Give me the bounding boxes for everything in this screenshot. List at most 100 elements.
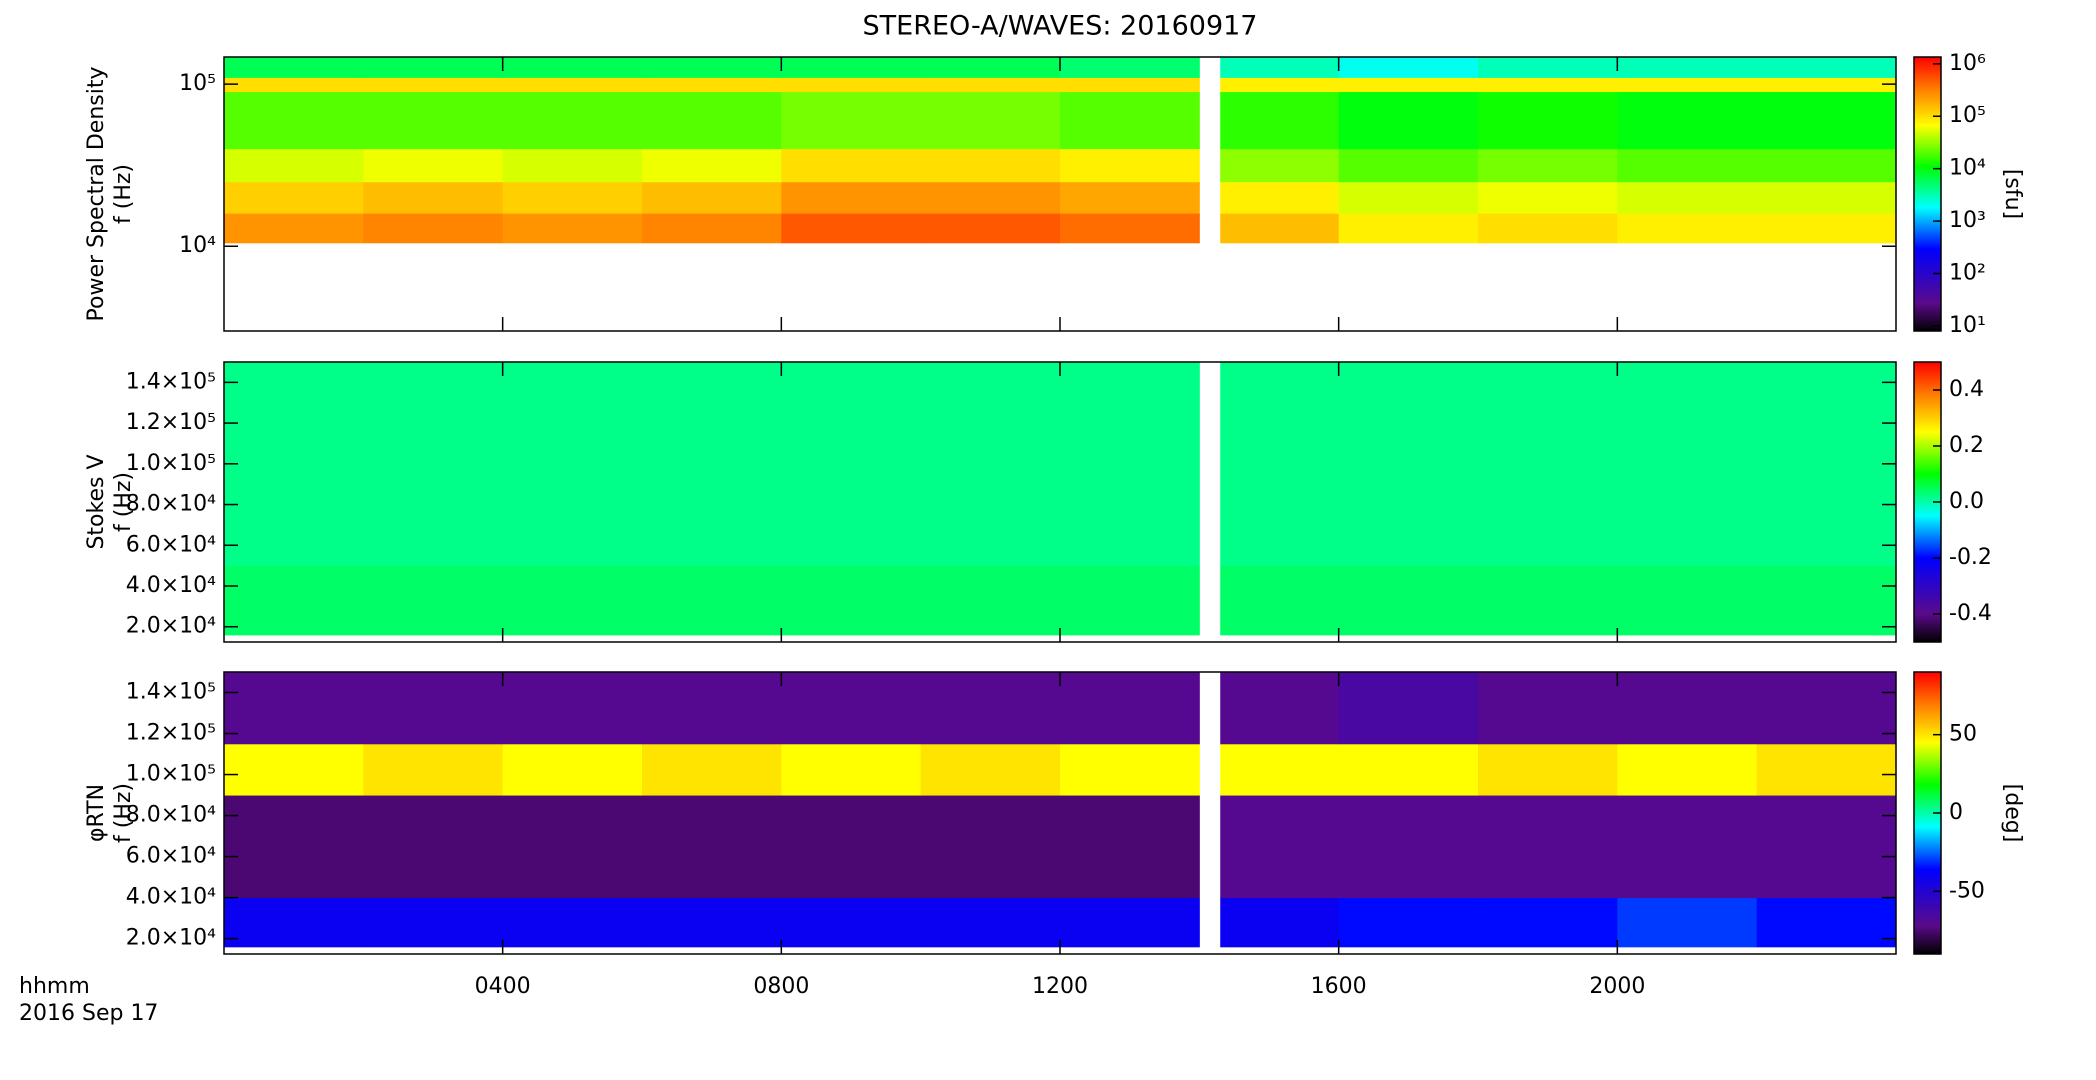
heatmap-cell	[1060, 672, 1200, 745]
heatmap-cell	[1617, 181, 1758, 214]
heatmap-cell	[920, 743, 1061, 796]
heatmap-cell	[1220, 148, 1340, 183]
heatmap-cell	[224, 91, 364, 150]
heatmap-cell	[224, 213, 364, 244]
heatmap-cell	[224, 148, 364, 183]
heatmap-cell	[1060, 181, 1200, 214]
heatmap-cell	[502, 795, 643, 899]
heatmap-cell	[1617, 91, 1758, 150]
heatmap-cell	[920, 897, 1061, 948]
y-tick-label: 6.0×10⁴	[126, 844, 216, 869]
heatmap-cell	[781, 897, 922, 948]
heatmap-cell	[502, 672, 643, 745]
heatmap-cell	[1756, 91, 1897, 150]
heatmap-cell	[1478, 897, 1618, 948]
heatmap-cell	[363, 897, 504, 948]
heatmap-cell	[224, 77, 364, 93]
heatmap-cell	[1338, 743, 1479, 796]
heatmap-cell	[1478, 795, 1618, 899]
x-tick-label: 0400	[475, 974, 531, 999]
x-tick-label: 1600	[1311, 974, 1367, 999]
heatmap-cell	[642, 148, 782, 183]
heatmap-cell	[1060, 795, 1200, 899]
heatmap-cell	[920, 91, 1061, 150]
heatmap-cell	[1617, 148, 1758, 183]
heatmap-cell	[1617, 213, 1758, 244]
colorbar-label: [sfu]	[2000, 169, 2025, 219]
y-tick-label: 4.0×10⁴	[126, 885, 216, 910]
colorbar-tick-label: 0.0	[1949, 489, 1984, 514]
heatmap-cell	[1338, 362, 1479, 567]
heatmap-cell	[1338, 213, 1479, 244]
heatmap-cell	[920, 672, 1061, 745]
y-tick-label: 2.0×10⁴	[126, 926, 216, 951]
colorbar-tick-label: 10⁵	[1949, 103, 1986, 128]
colorbar-tick-label: 0	[1949, 800, 1963, 825]
heatmap-cell	[1338, 672, 1479, 745]
heatmap-cell	[1478, 91, 1618, 150]
heatmap-cell	[781, 672, 922, 745]
heatmap-cell	[1617, 897, 1758, 948]
x-tick-label: 0800	[753, 974, 809, 999]
heatmap-cell	[502, 148, 643, 183]
heatmap-cell	[642, 672, 782, 745]
heatmap-cell	[1756, 795, 1897, 899]
heatmap-cell	[363, 795, 504, 899]
heatmap-cell	[920, 148, 1061, 183]
heatmap-cell	[363, 91, 504, 150]
heatmap-cell	[363, 181, 504, 214]
heatmap-cell	[1060, 897, 1200, 948]
heatmap-cell	[1478, 148, 1618, 183]
heatmap-cell	[502, 213, 643, 244]
heatmap-cell	[1756, 181, 1897, 214]
x-tick-label: 2000	[1589, 974, 1645, 999]
colorbar-tick-label: 10³	[1949, 208, 1986, 233]
heatmap-cell	[781, 795, 922, 899]
heatmap-cell	[1220, 77, 1340, 93]
heatmap-cell	[224, 57, 364, 78]
y-tick-label: 1.0×10⁵	[126, 762, 216, 787]
heatmap-cell	[1478, 77, 1618, 93]
x-axis-label: hhmm	[19, 974, 90, 999]
y-tick-label: 1.4×10⁵	[126, 369, 216, 394]
y-axis-label: Power Spectral Density	[84, 67, 109, 322]
y-axis-label: f (Hz)	[111, 164, 136, 224]
heatmap-cell	[1060, 57, 1200, 78]
y-tick-label: 1.2×10⁵	[126, 410, 216, 435]
heatmap-cell	[363, 362, 504, 567]
heatmap-cell	[502, 897, 643, 948]
colorbar	[1914, 57, 1941, 331]
y-tick-label: 4.0×10⁴	[126, 573, 216, 598]
heatmap-cell	[224, 362, 364, 567]
colorbar-tick-label: -0.2	[1949, 545, 1992, 570]
heatmap-cell	[1756, 743, 1897, 796]
heatmap-cell	[642, 213, 782, 244]
heatmap-cell	[1478, 57, 1618, 78]
heatmap-cell	[920, 565, 1061, 636]
heatmap-cell	[1220, 362, 1340, 567]
heatmap-cell	[502, 77, 643, 93]
heatmap-cell	[1478, 672, 1618, 745]
heatmap-cell	[1338, 77, 1479, 93]
heatmap-cell	[502, 743, 643, 796]
colorbar-tick-label: 10⁴	[1949, 156, 1986, 181]
heatmap-cell	[642, 57, 782, 78]
heatmap-cell	[363, 743, 504, 796]
heatmap-cell	[642, 565, 782, 636]
chart-title: STEREO-A/WAVES: 20160917	[863, 11, 1258, 42]
y-tick-label: 10⁴	[179, 233, 216, 258]
heatmap-cell	[1220, 213, 1340, 244]
x-tick-label: 1200	[1032, 974, 1088, 999]
heatmap-cell	[1220, 91, 1340, 150]
heatmap-cell	[363, 672, 504, 745]
heatmap-cell	[920, 77, 1061, 93]
heatmap-cell	[781, 57, 922, 78]
heatmap-cell	[1756, 362, 1897, 567]
heatmap-cell	[642, 362, 782, 567]
y-tick-label: 6.0×10⁴	[126, 532, 216, 557]
heatmap-cell	[502, 181, 643, 214]
heatmap-cell	[1220, 672, 1340, 745]
heatmap-cell	[642, 795, 782, 899]
heatmap-cell	[224, 181, 364, 214]
